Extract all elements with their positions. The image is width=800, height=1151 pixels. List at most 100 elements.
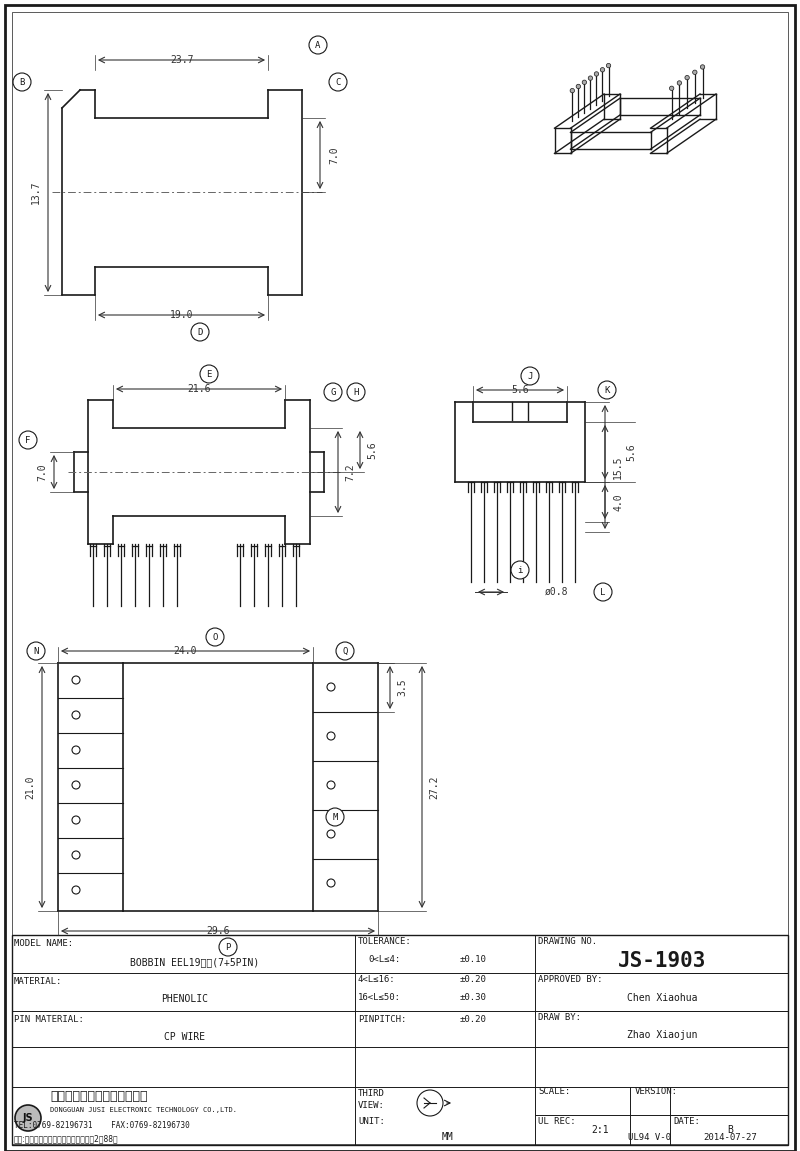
- Text: F: F: [26, 435, 30, 444]
- Circle shape: [329, 73, 347, 91]
- Text: 2:1: 2:1: [591, 1125, 609, 1135]
- Bar: [12, 935, 788, 1145]
- Text: 东茎市巨思电子科技有限公司: 东茎市巨思电子科技有限公司: [50, 1090, 147, 1104]
- Circle shape: [326, 808, 344, 826]
- Circle shape: [191, 323, 209, 341]
- Text: ø0.8: ø0.8: [545, 587, 569, 597]
- Circle shape: [606, 63, 610, 68]
- Text: 15.5: 15.5: [613, 456, 623, 479]
- Text: 19.0: 19.0: [170, 310, 194, 320]
- Text: M: M: [332, 813, 338, 822]
- Circle shape: [521, 367, 539, 384]
- Circle shape: [19, 430, 37, 449]
- Text: TOLERANCE:: TOLERANCE:: [358, 938, 412, 946]
- Text: BOBBIN EEL19卧式(7+5PIN): BOBBIN EEL19卧式(7+5PIN): [130, 956, 260, 967]
- Text: ±0.20: ±0.20: [460, 975, 487, 983]
- Text: 2014-07-27: 2014-07-27: [703, 1133, 757, 1142]
- Circle shape: [27, 642, 45, 660]
- Text: 7.0: 7.0: [37, 463, 47, 481]
- Circle shape: [588, 76, 593, 81]
- Text: Zhao Xiaojun: Zhao Xiaojun: [626, 1030, 698, 1041]
- Text: VERSION:: VERSION:: [635, 1088, 678, 1097]
- Circle shape: [206, 628, 224, 646]
- Text: P: P: [226, 943, 230, 952]
- Circle shape: [685, 76, 690, 79]
- Text: 地址:东茎市樟木头镇柏地管理区文明襗2巷88号: 地址:东茎市樟木头镇柏地管理区文明襗2巷88号: [14, 1135, 118, 1143]
- Text: H: H: [354, 388, 358, 396]
- Text: 5.6: 5.6: [626, 443, 636, 460]
- Circle shape: [677, 81, 682, 85]
- Circle shape: [309, 36, 327, 54]
- Circle shape: [13, 73, 31, 91]
- Text: J: J: [527, 372, 533, 381]
- Circle shape: [700, 64, 705, 69]
- Circle shape: [324, 383, 342, 401]
- Text: DATE:: DATE:: [673, 1116, 700, 1126]
- Text: CP WIRE: CP WIRE: [165, 1032, 206, 1042]
- Text: 4<L≤16:: 4<L≤16:: [358, 975, 396, 983]
- Text: APPROVED BY:: APPROVED BY:: [538, 976, 602, 984]
- Text: ±0.30: ±0.30: [460, 992, 487, 1001]
- Circle shape: [693, 70, 697, 75]
- Circle shape: [600, 68, 605, 73]
- Text: 5.6: 5.6: [511, 384, 529, 395]
- Text: L: L: [600, 587, 606, 596]
- Text: ±0.20: ±0.20: [460, 1015, 487, 1024]
- Text: O: O: [212, 633, 218, 641]
- Text: i: i: [518, 565, 522, 574]
- Text: B: B: [19, 77, 25, 86]
- Text: DRAWING NO.: DRAWING NO.: [538, 938, 597, 946]
- Circle shape: [72, 782, 80, 788]
- Text: DRAW BY:: DRAW BY:: [538, 1014, 581, 1022]
- Text: 13.7: 13.7: [31, 181, 41, 204]
- Circle shape: [327, 879, 335, 887]
- Text: 27.2: 27.2: [429, 776, 439, 799]
- Text: MM: MM: [441, 1131, 453, 1142]
- Text: E: E: [206, 369, 212, 379]
- Circle shape: [582, 81, 586, 84]
- Text: 23.7: 23.7: [170, 55, 194, 64]
- Text: 7.0: 7.0: [329, 146, 339, 163]
- Circle shape: [327, 683, 335, 691]
- Circle shape: [219, 938, 237, 956]
- Text: VIEW:: VIEW:: [358, 1100, 385, 1110]
- Circle shape: [347, 383, 365, 401]
- Circle shape: [670, 86, 674, 91]
- Text: B: B: [727, 1125, 733, 1135]
- Text: 29.6: 29.6: [206, 927, 230, 936]
- Text: DONGGUAN JUSI ELECTRONIC TECHNOLOGY CO.,LTD.: DONGGUAN JUSI ELECTRONIC TECHNOLOGY CO.,…: [50, 1107, 237, 1113]
- Text: Chen Xiaohua: Chen Xiaohua: [626, 993, 698, 1003]
- Circle shape: [570, 89, 574, 93]
- Circle shape: [594, 71, 598, 76]
- Text: UL REC:: UL REC:: [538, 1116, 576, 1126]
- Text: MODEL NAME:: MODEL NAME:: [14, 939, 73, 948]
- Text: UL94 V-0: UL94 V-0: [629, 1133, 671, 1142]
- Circle shape: [72, 851, 80, 859]
- Text: PIN MATERIAL:: PIN MATERIAL:: [14, 1015, 84, 1024]
- Text: G: G: [330, 388, 336, 396]
- Circle shape: [72, 746, 80, 754]
- Circle shape: [594, 584, 612, 601]
- Circle shape: [336, 642, 354, 660]
- Text: TEL:0769-82196731    FAX:0769-82196730: TEL:0769-82196731 FAX:0769-82196730: [14, 1121, 190, 1130]
- Text: ±0.10: ±0.10: [460, 954, 487, 963]
- Text: A: A: [315, 40, 321, 49]
- Text: 21.0: 21.0: [25, 776, 35, 799]
- Text: THIRD: THIRD: [358, 1089, 385, 1098]
- Circle shape: [72, 676, 80, 684]
- Text: 7.2: 7.2: [345, 463, 355, 481]
- Circle shape: [15, 1105, 41, 1131]
- Text: 5.6: 5.6: [367, 441, 377, 459]
- Text: PHENOLIC: PHENOLIC: [162, 994, 209, 1004]
- Text: D: D: [198, 328, 202, 336]
- Text: K: K: [604, 386, 610, 395]
- Circle shape: [200, 365, 218, 383]
- Text: SCALE:: SCALE:: [538, 1088, 570, 1097]
- Circle shape: [72, 816, 80, 824]
- Text: 24.0: 24.0: [174, 646, 197, 656]
- Text: MATERIAL:: MATERIAL:: [14, 977, 62, 986]
- Circle shape: [511, 561, 529, 579]
- Circle shape: [327, 782, 335, 788]
- Circle shape: [72, 886, 80, 894]
- Text: C: C: [335, 77, 341, 86]
